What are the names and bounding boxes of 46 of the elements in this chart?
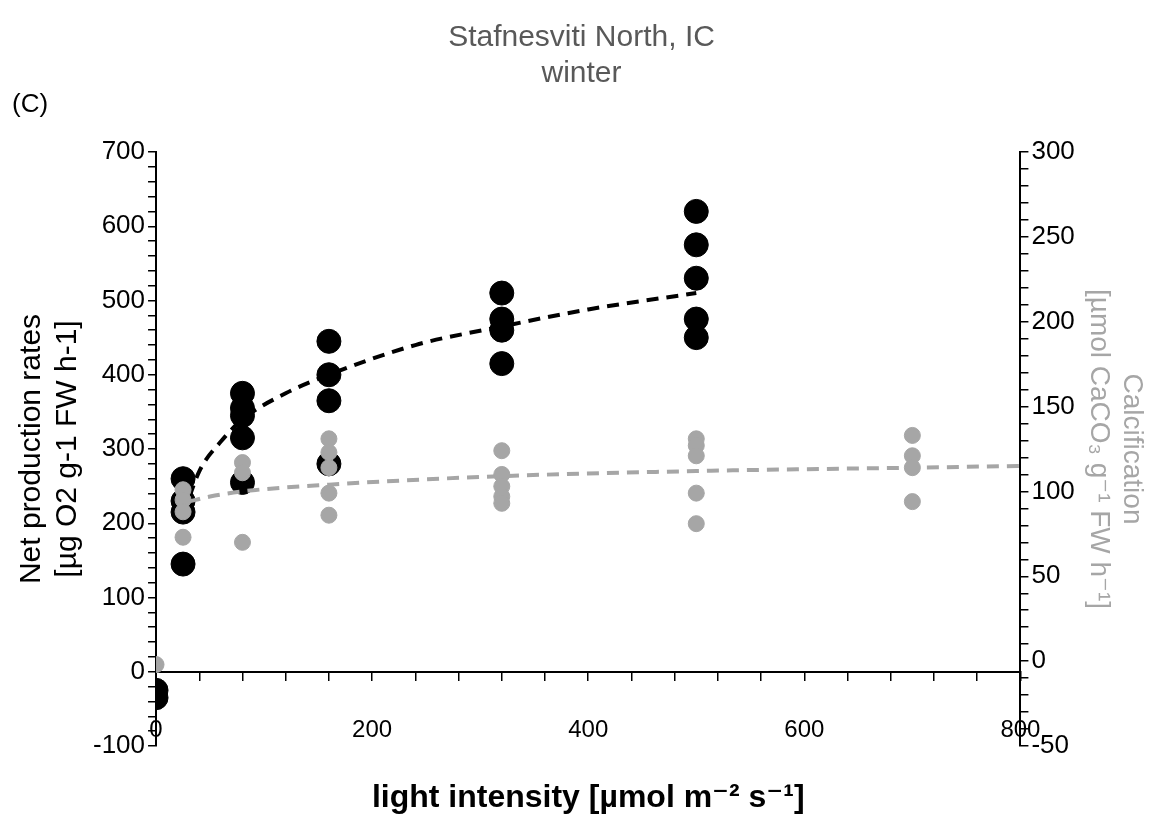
point bbox=[320, 506, 338, 524]
y2-tick-label: 250 bbox=[1031, 220, 1075, 251]
x-tick-label: 400 bbox=[568, 714, 609, 742]
point bbox=[316, 388, 342, 414]
point bbox=[683, 232, 709, 258]
chart-title: Stafnesviti North, IC bbox=[448, 19, 715, 53]
point bbox=[320, 443, 338, 461]
y2-tick-label: 100 bbox=[1031, 474, 1075, 505]
point bbox=[233, 533, 251, 551]
text: (C) bbox=[12, 88, 49, 119]
y-tick-label: 100 bbox=[101, 580, 146, 611]
point bbox=[683, 198, 709, 224]
point bbox=[687, 515, 705, 533]
y-axis-title: Net production rates [µg O2 g-1 FW h-1] bbox=[13, 313, 83, 585]
y2-tick-label: 300 bbox=[1031, 135, 1075, 166]
point bbox=[683, 265, 709, 291]
point bbox=[174, 528, 192, 546]
point bbox=[687, 484, 705, 502]
chart-subtitle: winter bbox=[540, 55, 622, 89]
point bbox=[903, 426, 921, 444]
y-tick-label: 300 bbox=[101, 432, 146, 463]
point bbox=[170, 551, 196, 577]
point bbox=[903, 459, 921, 477]
point bbox=[316, 328, 342, 354]
x-tick-label: 200 bbox=[352, 714, 393, 742]
y2-axis-title: Calcification [µmol CaCO₃ g⁻¹ FW h⁻¹] bbox=[1084, 288, 1150, 610]
point bbox=[320, 484, 338, 502]
y2-tick-label: 50 bbox=[1031, 559, 1061, 590]
y-tick-label: 700 bbox=[101, 135, 146, 166]
y-tick-label: 400 bbox=[101, 357, 146, 388]
y-tick-label: 0 bbox=[130, 654, 146, 685]
y-tick-label: 600 bbox=[101, 209, 146, 240]
x-axis-title: light intensity [µmol m⁻² s⁻¹] bbox=[371, 777, 805, 814]
point bbox=[683, 325, 709, 351]
y-tick-label: -100 bbox=[92, 729, 146, 760]
y2-tick-label: 200 bbox=[1031, 304, 1075, 335]
point bbox=[229, 425, 255, 451]
x-tick-label: 600 bbox=[784, 714, 825, 742]
point bbox=[489, 280, 515, 306]
y2-tick-label: 150 bbox=[1031, 389, 1075, 420]
point bbox=[493, 442, 511, 460]
y-tick-label: 500 bbox=[101, 283, 146, 314]
y2-tick-label: 0 bbox=[1031, 644, 1046, 675]
point bbox=[489, 351, 515, 377]
point bbox=[903, 493, 921, 511]
y-tick-label: 200 bbox=[101, 506, 146, 537]
